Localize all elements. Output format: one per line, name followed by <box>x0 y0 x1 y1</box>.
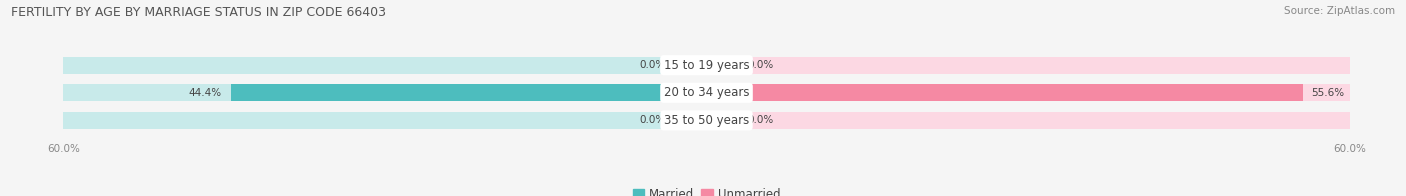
Text: 0.0%: 0.0% <box>640 60 666 70</box>
Bar <box>707 112 738 129</box>
Text: 20 to 34 years: 20 to 34 years <box>664 86 749 99</box>
Bar <box>675 112 707 129</box>
Bar <box>675 57 707 74</box>
Bar <box>707 112 1350 129</box>
Bar <box>707 84 1302 101</box>
Bar <box>63 84 707 101</box>
Legend: Married, Unmarried: Married, Unmarried <box>628 183 785 196</box>
Text: 0.0%: 0.0% <box>640 115 666 125</box>
Text: 0.0%: 0.0% <box>747 60 773 70</box>
Text: FERTILITY BY AGE BY MARRIAGE STATUS IN ZIP CODE 66403: FERTILITY BY AGE BY MARRIAGE STATUS IN Z… <box>11 6 387 19</box>
Bar <box>707 57 738 74</box>
Bar <box>231 84 707 101</box>
Bar <box>63 112 707 129</box>
Text: 15 to 19 years: 15 to 19 years <box>664 59 749 72</box>
Text: Source: ZipAtlas.com: Source: ZipAtlas.com <box>1284 6 1395 16</box>
Bar <box>707 84 1350 101</box>
Text: 35 to 50 years: 35 to 50 years <box>664 114 749 127</box>
Text: 0.0%: 0.0% <box>747 115 773 125</box>
Text: 55.6%: 55.6% <box>1312 88 1344 98</box>
Bar <box>707 57 1350 74</box>
Text: 44.4%: 44.4% <box>188 88 222 98</box>
Bar <box>63 57 707 74</box>
